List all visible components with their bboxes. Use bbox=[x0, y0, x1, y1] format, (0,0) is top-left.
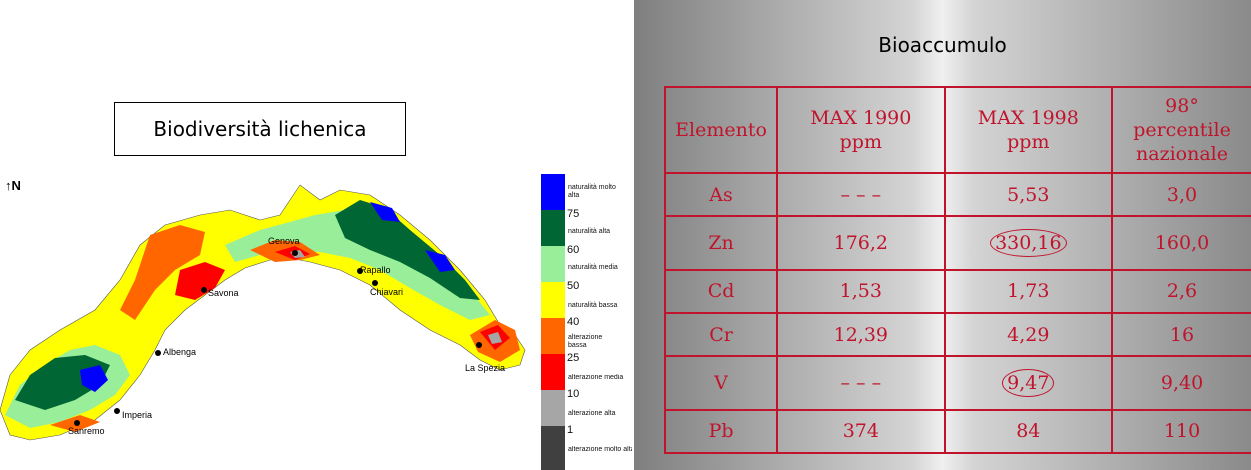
table-row: Pb 374 84 110 bbox=[663, 408, 1251, 455]
legend-value: 1 bbox=[567, 424, 574, 436]
liguria-map: ↑N Genova Rapallo Chiavari Savona Albeng… bbox=[0, 170, 632, 470]
region-blue bbox=[80, 365, 108, 392]
cell-value: 3,0 bbox=[1111, 171, 1251, 218]
legend-value: 60 bbox=[567, 244, 580, 256]
city-la-spezia: La Spezia bbox=[465, 363, 506, 373]
legend-label: naturalità bassa bbox=[568, 302, 618, 309]
cell-element: As bbox=[663, 171, 779, 218]
cell-value: 2,6 bbox=[1111, 268, 1251, 314]
legend-label: naturalità alta bbox=[568, 228, 611, 235]
table-row: Cr 12,39 4,29 16 bbox=[663, 311, 1251, 358]
map-legend: naturalità molto alta 75 naturalità alta… bbox=[541, 174, 632, 470]
legend-label: alterazione alta bbox=[568, 410, 616, 417]
legend-swatch bbox=[541, 354, 565, 390]
cell-value: 110 bbox=[1111, 408, 1251, 455]
city-marker-albenga bbox=[155, 350, 161, 356]
legend-label: alterazione media bbox=[568, 374, 624, 381]
city-sanremo: Sanremo bbox=[68, 426, 105, 436]
map-regions bbox=[0, 184, 526, 441]
legend-label: alterazione molto alta bbox=[568, 446, 632, 453]
cell-element: Zn bbox=[663, 215, 779, 271]
city-marker-rapallo bbox=[357, 268, 363, 274]
city-marker-chiavari bbox=[372, 280, 378, 286]
cell-element: Cd bbox=[663, 268, 779, 314]
bioaccumulo-panel: Bioaccumulo Elemento MAX 1990 ppm MAX 19… bbox=[634, 0, 1251, 470]
city-imperia: Imperia bbox=[122, 410, 153, 420]
north-label: N bbox=[11, 178, 21, 193]
table-title: Bioaccumulo bbox=[878, 33, 1007, 57]
cell-value: 1,53 bbox=[776, 268, 946, 314]
city-albenga: Albenga bbox=[163, 347, 197, 357]
region-blue bbox=[425, 250, 455, 272]
table-row: V – – – 9,47 9,40 bbox=[663, 355, 1251, 411]
region-red bbox=[175, 262, 225, 300]
cell-value: 9,40 bbox=[1111, 355, 1251, 411]
legend-label: alterazione bassa bbox=[568, 334, 603, 349]
table-row: Zn 176,2 330,16 160,0 bbox=[663, 215, 1251, 271]
table-header-row: Elemento MAX 1990 ppm MAX 1998 ppm 98° p… bbox=[663, 86, 1251, 174]
legend-value: 40 bbox=[567, 316, 580, 328]
table-row: Cd 1,53 1,73 2,6 bbox=[663, 268, 1251, 314]
city-marker-genova bbox=[292, 250, 298, 256]
region-grey bbox=[488, 332, 502, 344]
cell-value-highlighted: 330,16 bbox=[943, 215, 1114, 271]
cell-value: – – – bbox=[776, 355, 946, 411]
city-marker-sanremo bbox=[74, 420, 80, 426]
legend-label: naturalità media bbox=[568, 264, 618, 271]
legend-value: 10 bbox=[567, 388, 580, 400]
legend-swatch bbox=[541, 282, 565, 318]
region-dark-green bbox=[335, 200, 480, 300]
cell-element: Cr bbox=[663, 311, 779, 358]
region-orange bbox=[120, 225, 205, 320]
legend-swatch bbox=[541, 426, 565, 470]
city-marker-la-spezia bbox=[476, 342, 482, 348]
highlight-circle: 9,47 bbox=[1002, 368, 1055, 397]
legend-swatch bbox=[541, 210, 565, 246]
cell-value: 374 bbox=[776, 408, 946, 455]
cell-element: V bbox=[663, 355, 779, 411]
header-max-1998: MAX 1998 ppm bbox=[943, 86, 1114, 174]
header-percentile: 98° percentile nazionale bbox=[1111, 86, 1251, 174]
cell-value: 5,53 bbox=[943, 171, 1114, 218]
cell-element: Pb bbox=[663, 408, 779, 455]
legend-label: naturalità molto alta bbox=[568, 184, 616, 199]
north-arrow-icon: ↑N bbox=[5, 178, 21, 193]
cell-value: 84 bbox=[943, 408, 1114, 455]
header-max-1990: MAX 1990 ppm bbox=[776, 86, 946, 174]
cell-value: 1,73 bbox=[943, 268, 1114, 314]
city-marker-savona bbox=[201, 287, 207, 293]
legend-value: 75 bbox=[567, 208, 580, 220]
city-genova: Genova bbox=[268, 236, 300, 246]
region-light-green bbox=[225, 210, 490, 320]
city-rapallo: Rapallo bbox=[360, 265, 391, 275]
legend-swatch bbox=[541, 246, 565, 282]
city-chiavari: Chiavari bbox=[370, 287, 404, 297]
legend-value: 25 bbox=[567, 352, 580, 364]
city-marker-imperia bbox=[114, 408, 120, 414]
table-row: As – – – 5,53 3,0 bbox=[663, 171, 1251, 218]
cell-value: 4,29 bbox=[943, 311, 1114, 358]
legend-swatch bbox=[541, 390, 565, 426]
highlight-circle: 330,16 bbox=[990, 228, 1067, 257]
bioaccumulo-table: Elemento MAX 1990 ppm MAX 1998 ppm 98° p… bbox=[663, 86, 1251, 455]
cell-value: – – – bbox=[776, 171, 946, 218]
cell-value: 16 bbox=[1111, 311, 1251, 358]
region-blue bbox=[370, 202, 400, 222]
map-title: Biodiversità lichenica bbox=[114, 102, 406, 156]
city-savona: Savona bbox=[208, 288, 239, 298]
cell-value: 160,0 bbox=[1111, 215, 1251, 271]
cell-value: 12,39 bbox=[776, 311, 946, 358]
cell-value: 176,2 bbox=[776, 215, 946, 271]
legend-swatch bbox=[541, 318, 565, 354]
legend-value: 50 bbox=[567, 280, 580, 292]
header-elemento: Elemento bbox=[663, 86, 779, 174]
cell-value-highlighted: 9,47 bbox=[943, 355, 1114, 411]
legend-swatch bbox=[541, 174, 565, 210]
